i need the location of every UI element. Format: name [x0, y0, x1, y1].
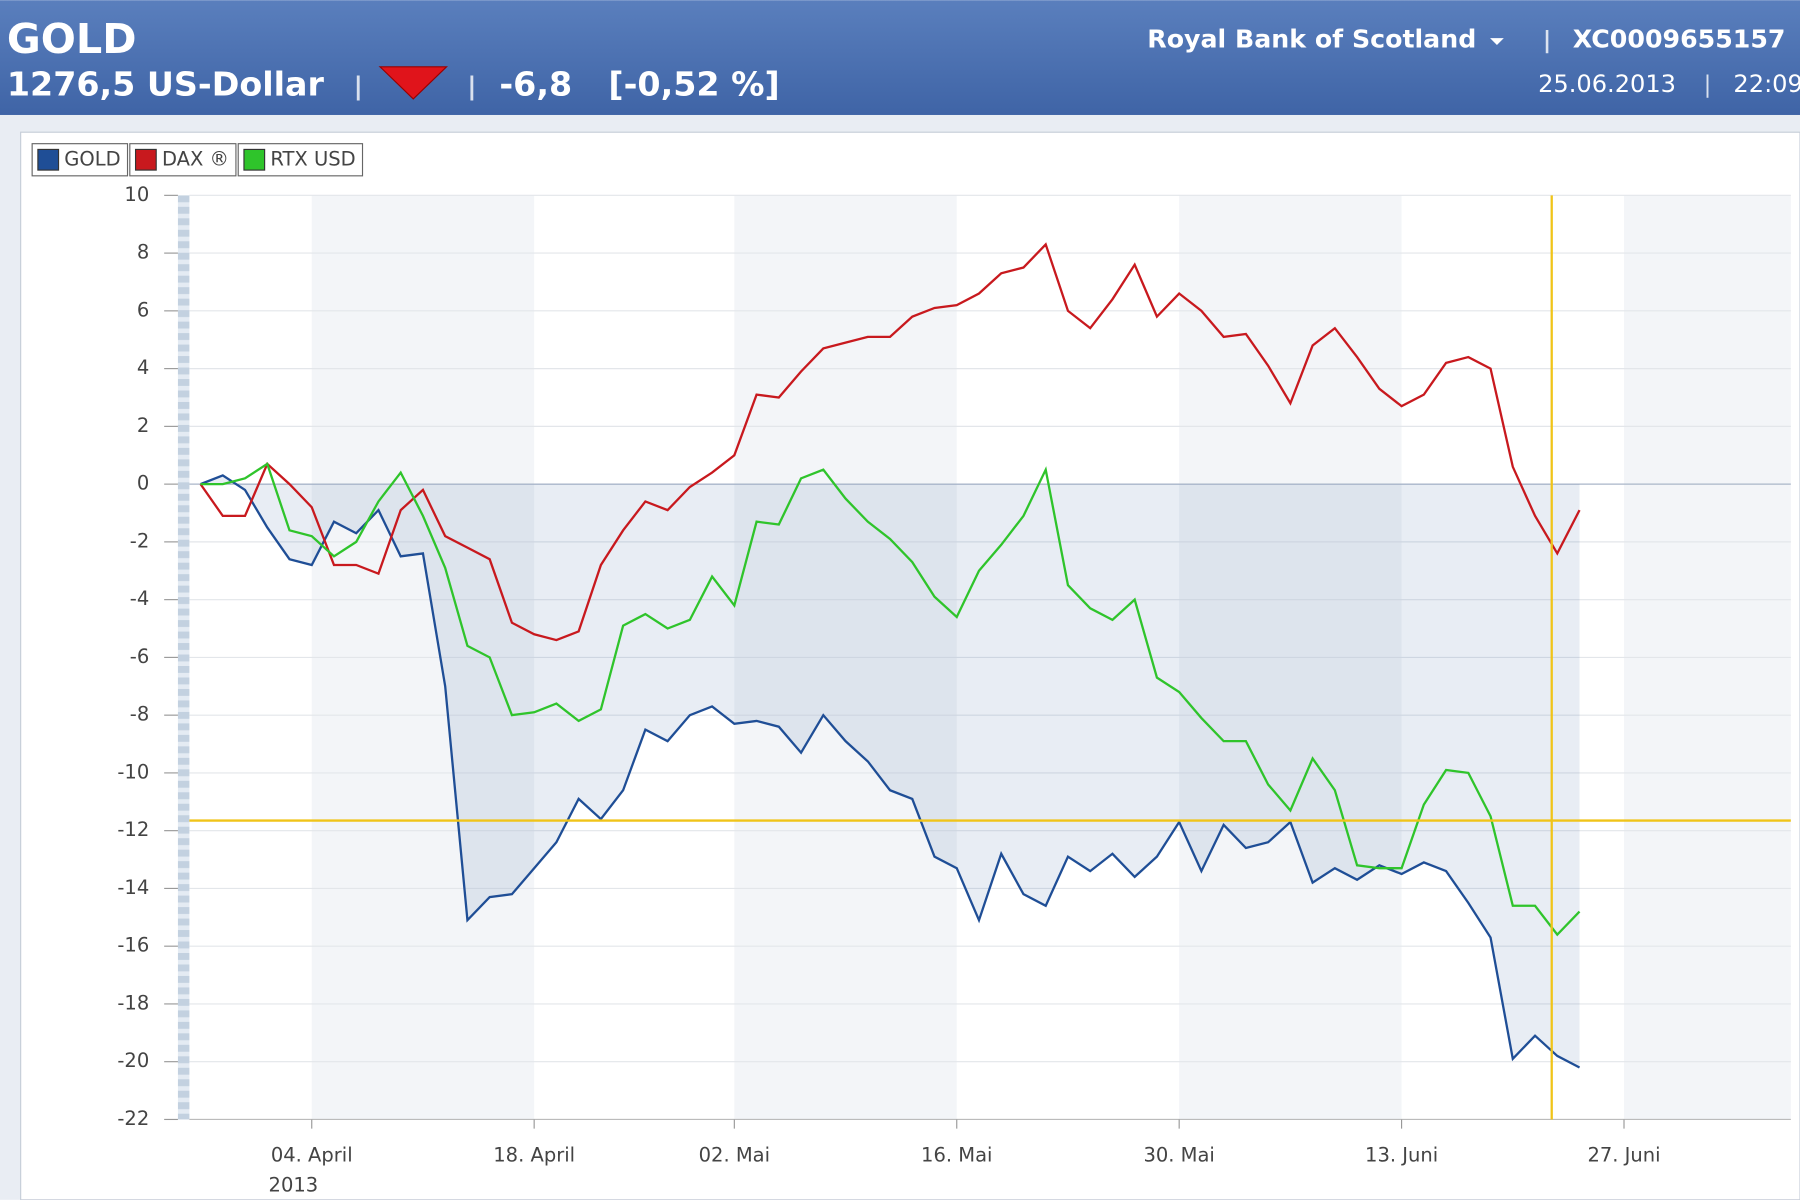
issuer[interactable]: Royal Bank of Scotland	[1147, 24, 1476, 53]
y-tick-label: 2	[137, 414, 149, 437]
x-tick-label: 04. April	[271, 1144, 353, 1167]
legend-swatch	[37, 148, 60, 171]
legend-label: RTX USD	[270, 147, 355, 170]
change: -6,8	[499, 64, 572, 103]
series-line	[200, 462, 1581, 937]
legend-label: DAX ®	[162, 147, 229, 170]
title: GOLD	[7, 15, 137, 63]
x-year-label: 2013	[269, 1174, 319, 1197]
x-tick-label: 02. Mai	[699, 1144, 770, 1167]
separator: |	[354, 71, 363, 100]
y-tick-label: -22	[117, 1107, 149, 1130]
legend-label: GOLD	[64, 147, 120, 170]
plot: -22-20-18-16-14-12-10-8-6-4-2024681004. …	[117, 183, 1791, 1197]
x-tick-label: 16. Mai	[921, 1144, 992, 1167]
y-tick-label: 10	[124, 183, 149, 206]
legend-item	[237, 143, 364, 177]
isin: XC0009655157	[1573, 24, 1786, 53]
down-arrow	[378, 66, 448, 100]
separator: |	[467, 71, 476, 100]
series-line	[200, 474, 1581, 1069]
price: 1276,5 US-Dollar	[7, 64, 325, 103]
y-tick-label: 4	[137, 356, 149, 379]
y-tick-label: -12	[117, 818, 149, 841]
header-bar	[0, 0, 1800, 115]
legend-swatch	[243, 148, 266, 171]
y-tick-label: -20	[117, 1049, 149, 1072]
x-tick-label: 30. Mai	[1143, 1144, 1214, 1167]
y-tick-label: 0	[137, 472, 149, 495]
x-tick-label: 13. Juni	[1365, 1144, 1438, 1167]
gold-area	[200, 475, 1580, 1068]
y-tick-label: -18	[117, 991, 149, 1014]
separator: |	[1704, 72, 1712, 98]
series-group	[199, 242, 1581, 1069]
y-tick-label: -14	[117, 876, 149, 899]
y-axis-strip	[177, 195, 190, 1120]
y-tick-label: -8	[130, 703, 149, 726]
legend: GOLD DAX ® RTX USD	[31, 143, 364, 177]
y-tick-label: 6	[137, 298, 149, 321]
series-line	[199, 242, 1581, 642]
date: 25.06.2013	[1538, 70, 1676, 98]
separator: |	[1543, 27, 1551, 53]
y-tick-label: -16	[117, 934, 149, 957]
y-tick-label: -6	[130, 645, 149, 668]
time: 22:09	[1733, 70, 1800, 98]
y-tick-label: 8	[137, 241, 149, 264]
legend-item	[31, 143, 129, 177]
y-tick-label: -2	[130, 529, 149, 552]
dropdown-caret[interactable]	[1490, 38, 1504, 45]
change-pct: [-0,52 %]	[608, 64, 779, 103]
x-tick-label: 27. Juni	[1587, 1144, 1660, 1167]
legend-item	[129, 143, 237, 177]
legend-swatch	[134, 148, 157, 171]
y-tick-label: -4	[130, 587, 149, 610]
x-tick-label: 18. April	[493, 1144, 575, 1167]
y-tick-label: -10	[117, 760, 149, 783]
